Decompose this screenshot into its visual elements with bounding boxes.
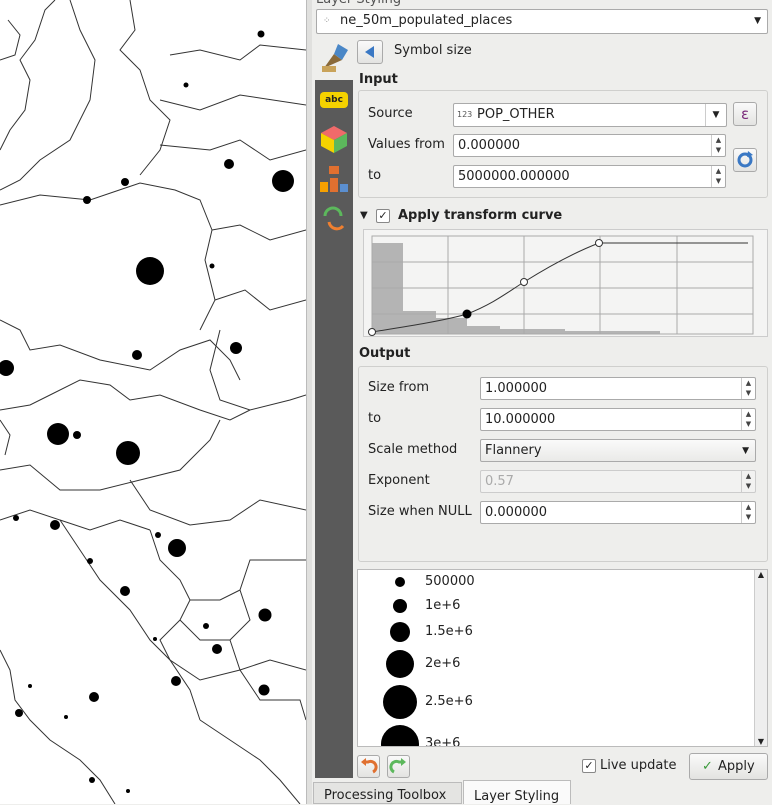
to-label: to — [368, 168, 382, 183]
legend-symbol — [383, 685, 417, 719]
arrow: ▼ — [705, 104, 726, 126]
output-spin[interactable]: 1.000000 ▲ ▼ — [480, 377, 756, 400]
spin[interactable]: ▲ ▼ — [741, 502, 755, 523]
legend-label: 1.5e+6 — [425, 624, 473, 639]
output-label: to — [368, 411, 382, 426]
values-from-spin[interactable]: 0.000000 ▲ ▼ — [453, 134, 726, 157]
spin[interactable]: ▲ ▼ — [741, 471, 755, 492]
output-value: 0.000000 — [485, 505, 548, 520]
layer-name: ne_50m_populated_places — [340, 13, 513, 28]
output-group — [358, 366, 768, 562]
input-title: Input — [359, 72, 398, 87]
collapse-arrow[interactable]: ▼ — [360, 210, 368, 221]
diagram-tab[interactable] — [319, 164, 349, 194]
source-value: POP_OTHER — [477, 107, 555, 122]
live-update-label: Live update — [600, 758, 677, 773]
output-spin[interactable]: 10.000000 ▲ ▼ — [480, 408, 756, 431]
output-label: Scale method — [368, 442, 458, 457]
legend-label: 3e+6 — [425, 736, 461, 747]
legend-symbol — [395, 577, 405, 587]
curve-checkbox[interactable]: ✓ — [376, 209, 390, 223]
legend-symbol — [386, 650, 414, 678]
output-label: Exponent — [368, 473, 430, 488]
values-from-label: Values from — [368, 137, 445, 152]
arrow: ▼ — [754, 16, 761, 26]
spin[interactable]: ▲ ▼ — [711, 135, 725, 156]
spin[interactable]: ▲ ▼ — [711, 166, 725, 187]
legend-symbol — [381, 725, 419, 746]
panel-title: Layer Styling — [316, 0, 401, 8]
apply-label: Apply — [718, 759, 755, 774]
spin[interactable]: ▲ ▼ — [741, 378, 755, 399]
output-spin[interactable]: 0.000000 ▲ ▼ — [480, 501, 756, 524]
live-update-checkbox[interactable]: ✓ — [582, 759, 596, 773]
output-label: Size when NULL — [368, 504, 472, 519]
expression-button[interactable]: ε — [733, 102, 757, 126]
values-from: 0.000000 — [458, 138, 521, 153]
output-value: 1.000000 — [485, 381, 548, 396]
legend-label: 500000 — [425, 574, 475, 589]
legend-label: 2.5e+6 — [425, 694, 473, 709]
map-canvas[interactable] — [0, 0, 306, 804]
curve-editor[interactable] — [363, 229, 768, 337]
spin[interactable]: ▲ ▼ — [741, 409, 755, 430]
refresh-button[interactable] — [733, 148, 757, 172]
output-title: Output — [359, 346, 411, 361]
tab-label: Layer Styling — [474, 789, 560, 804]
tab-active[interactable]: Layer Styling — [463, 780, 571, 804]
layer-combo[interactable]: ⁘ ne_50m_populated_places ▼ — [316, 9, 768, 34]
undo-button[interactable] — [357, 755, 380, 778]
source-label: Source — [368, 106, 413, 121]
output-combo[interactable]: Flannery ▼ — [480, 439, 756, 462]
scrollbar[interactable]: ▲ ▼ — [754, 570, 767, 746]
legend-label: 1e+6 — [425, 598, 461, 613]
curve-title: Apply transform curve — [398, 208, 563, 223]
to-spin[interactable]: 5000000.000000 ▲ ▼ — [453, 165, 726, 188]
section-title: Symbol size — [394, 43, 472, 58]
tab[interactable]: Processing Toolbox — [313, 782, 462, 804]
output-value: Flannery — [485, 443, 542, 458]
source-combo[interactable]: 123 POP_OTHER ▼ — [453, 103, 727, 127]
history-tab[interactable] — [321, 206, 347, 232]
sidebar: abc — [315, 80, 353, 778]
splitter[interactable] — [306, 0, 312, 804]
to-value: 5000000.000000 — [458, 169, 570, 184]
output-label: Size from — [368, 380, 430, 395]
check: ✓ — [702, 759, 713, 774]
output-value: 0.57 — [485, 474, 514, 489]
output-spin: 0.57 ▲ ▼ — [480, 470, 756, 493]
icon: ⁘ — [323, 16, 331, 26]
type-icon: 123 — [457, 110, 473, 119]
labels-tab[interactable]: abc — [320, 92, 348, 108]
legend-symbol — [390, 622, 410, 642]
apply-button[interactable]: ✓ Apply — [689, 753, 768, 780]
tab-label: Processing Toolbox — [324, 788, 447, 803]
input-group — [358, 90, 768, 198]
arrow[interactable]: ▼ — [742, 446, 749, 456]
legend-label: 2e+6 — [425, 656, 461, 671]
3d-tab[interactable] — [320, 124, 348, 154]
legend-symbol — [393, 599, 407, 613]
style-icon[interactable] — [320, 40, 352, 74]
output-value: 10.000000 — [485, 412, 556, 427]
legend-preview: ▲ ▼ 500000 1e+6 1.5e+6 2e+6 2.5e+6 3e+6 — [357, 569, 768, 747]
redo-button[interactable] — [387, 755, 410, 778]
back-button[interactable] — [357, 40, 383, 64]
